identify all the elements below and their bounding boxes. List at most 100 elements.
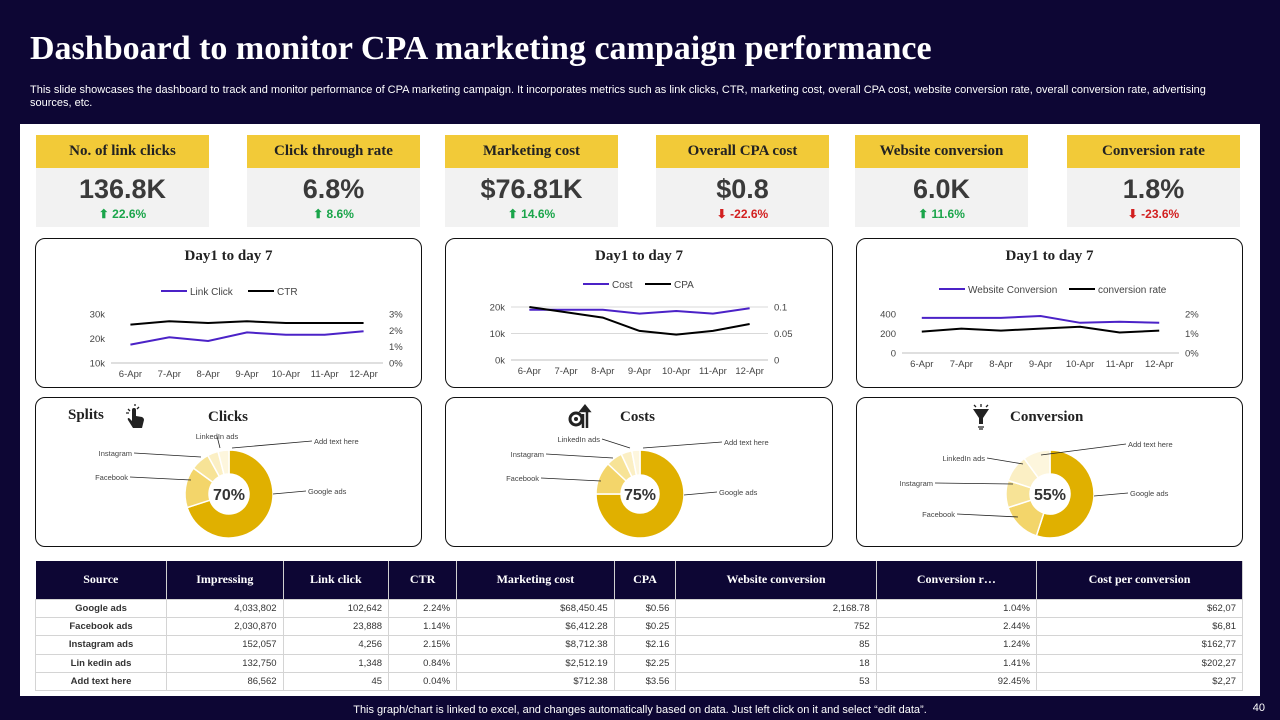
table-cell: $712.38 xyxy=(456,672,615,692)
kpi-label: Conversion rate xyxy=(1067,135,1240,168)
y2-tick-label: 0% xyxy=(1185,349,1199,360)
donut-card-conversion[interactable]: Conversion 55% Google ads Facebook Instagra… xyxy=(856,397,1243,547)
series-line-website-conversion xyxy=(921,314,1160,324)
donut-hole xyxy=(621,475,659,513)
table-header-cell[interactable]: CPA xyxy=(614,561,677,599)
table-cell: Add text here xyxy=(34,672,168,692)
slice-label: Google ads xyxy=(719,488,758,497)
table-header-cell[interactable]: Source xyxy=(35,561,168,599)
table-header-cell[interactable]: Cost per conversion xyxy=(1036,561,1243,599)
kpi-card: Marketing cost $76.81K ⬆ 14.6% xyxy=(445,135,618,227)
table-cell: $2.25 xyxy=(613,653,677,674)
donut-hole xyxy=(1030,474,1070,514)
table-cell: 2.15% xyxy=(388,635,458,655)
table-cell: 18 xyxy=(675,653,877,674)
table-header-cell[interactable]: Link click xyxy=(283,561,390,599)
legend-label: Cost xyxy=(612,280,633,291)
leader-line xyxy=(231,440,313,449)
table-header-cell[interactable]: Website conversion xyxy=(675,561,877,599)
x-tick-label: 11-Apr xyxy=(699,366,727,377)
leader-line xyxy=(934,482,1014,485)
source-table: Source Impressing Link click CTR Marketing c… xyxy=(34,561,1243,692)
kpi-value: $0.8 xyxy=(716,174,769,204)
kpi-label: Website conversion xyxy=(855,135,1028,168)
table-cell: 1.04% xyxy=(875,598,1038,618)
x-tick-label: 6-Apr xyxy=(119,369,142,380)
x-tick-label: 11-Apr xyxy=(311,369,339,380)
table-cell: 45 xyxy=(282,672,390,692)
table-cell: Lin kedin ads xyxy=(34,653,168,674)
table-row: Lin kedin ads 132,750 1,348 0.84% $2,512.19 $… xyxy=(34,653,1243,674)
table-cell: 1.14% xyxy=(388,616,458,637)
kpi-change: ⬆ 8.6% xyxy=(313,207,354,221)
donut-center-label: 75% xyxy=(624,487,656,504)
table-cell: $6,412.28 xyxy=(456,616,615,637)
table-row: Instagram ads 152,057 4,256 2.15% $8,712.38 $… xyxy=(34,635,1243,655)
leader-line xyxy=(1093,492,1129,497)
pointer-hand-icon xyxy=(126,404,144,428)
donut-card-clicks[interactable]: Splits Clicks 70% Google ads Facebook Insta… xyxy=(35,397,422,547)
table-header-cell[interactable]: Marketing cost xyxy=(456,561,615,599)
chart-title: Clicks xyxy=(208,409,249,425)
table-cell: Facebook ads xyxy=(34,616,168,637)
table-cell: Instagram ads xyxy=(34,635,168,655)
kpi-change: ⬆ 22.6% xyxy=(98,207,147,221)
line-chart-svg: Website Conversion conversion rate 0 200 400… xyxy=(880,285,1199,370)
table-header-cell[interactable]: Conversion r… xyxy=(876,561,1038,599)
table-cell: $68,450.45 xyxy=(456,598,615,618)
y-tick-label: 0k xyxy=(495,356,505,367)
series-line-link-click xyxy=(130,330,364,346)
x-tick-label: 9-Apr xyxy=(235,369,258,380)
table-cell: $162,77 xyxy=(1036,635,1243,655)
legend-label: conversion rate xyxy=(1098,285,1167,296)
table-row: Google ads 4,033,802 102,642 2.24% $68,450.4… xyxy=(34,598,1243,618)
table-cell: $0.25 xyxy=(613,616,677,637)
slice-label: LinkedIn ads xyxy=(942,454,985,463)
slice-label: LinkedIn ads xyxy=(557,435,600,444)
table-cell: 0.04% xyxy=(388,672,458,692)
slice-label: Instagram xyxy=(900,479,933,488)
table-cell: 152,057 xyxy=(166,635,284,655)
leader-line xyxy=(601,438,631,449)
legend-label: CPA xyxy=(674,280,694,291)
table-cell: 53 xyxy=(675,672,877,692)
leader-line xyxy=(683,491,718,496)
slice-label: Facebook xyxy=(922,510,955,519)
x-tick-label: 9-Apr xyxy=(628,366,651,377)
donut-hole xyxy=(209,474,249,514)
y-tick-label: 20k xyxy=(90,334,106,345)
table-cell: $202,27 xyxy=(1036,653,1243,674)
leader-line xyxy=(642,441,723,449)
table-cell: 4,256 xyxy=(282,635,390,655)
donut-center-label: 55% xyxy=(1034,487,1066,504)
leader-line xyxy=(129,476,192,481)
line-chart-clicks-ctr[interactable]: Day1 to day 7 Link Click CTR 10k 20k 30k 0% 1%… xyxy=(35,238,422,388)
y2-tick-label: 0.1 xyxy=(774,303,787,314)
table-header-cell[interactable]: Impressing xyxy=(166,561,284,599)
table-header-cell[interactable]: CTR xyxy=(388,561,458,599)
line-chart-svg: Link Click CTR 10k 20k 30k 0% 1% 2% 3% 6-Apr 7-Apr… xyxy=(90,287,404,380)
table-cell: $0.56 xyxy=(613,598,677,618)
slice-label: Google ads xyxy=(308,487,347,496)
page-title: Dashboard to monitor CPA marketing campa… xyxy=(30,30,932,67)
table-cell: 1.24% xyxy=(875,635,1038,655)
line-chart-cost-cpa[interactable]: Day1 to day 7 Cost CPA 0k 10k 20k 0 0.05 0.1 6-A… xyxy=(445,238,833,388)
line-chart-conversion[interactable]: Day1 to day 7 Website Conversion conversi… xyxy=(856,238,1243,388)
kpi-card: Website conversion 6.0K ⬆ 11.6% xyxy=(855,135,1028,227)
kpi-label: Marketing cost xyxy=(445,135,618,168)
x-tick-label: 6-Apr xyxy=(910,359,933,370)
table-header-row: Source Impressing Link click CTR Marketing c… xyxy=(35,561,1243,599)
legend-label: CTR xyxy=(277,287,298,298)
slice-label: Add text here xyxy=(1128,440,1173,449)
kpi-card: Overall CPA cost $0.8 ⬇ -22.6% xyxy=(656,135,829,227)
series-line-ctr xyxy=(130,320,364,326)
kpi-value: 1.8% xyxy=(1122,174,1185,204)
kpi-label: No. of link clicks xyxy=(36,135,209,168)
slice-label: Add text here xyxy=(724,438,769,447)
donut-card-costs[interactable]: Costs 75% Google ads Facebook Instagram Link… xyxy=(445,397,833,547)
leader-line xyxy=(272,490,307,495)
page-subtitle: This slide showcases the dashboard to tr… xyxy=(30,84,1206,109)
donut-chart-svg: 55% Google ads Facebook Instagram LinkedIn a… xyxy=(900,440,1173,539)
y-tick-label: 400 xyxy=(880,310,896,321)
leader-line xyxy=(545,453,614,459)
